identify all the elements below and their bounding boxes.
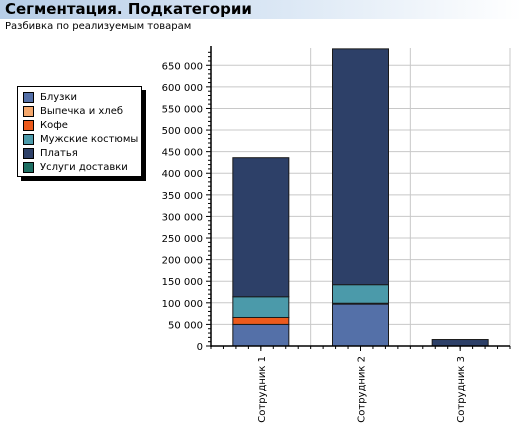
y-tick-label: 400 000 xyxy=(162,169,203,180)
bar-segment xyxy=(332,284,389,304)
x-tick-label: Сотрудник 2 xyxy=(357,356,368,423)
legend-label: Блузки xyxy=(40,92,78,103)
chart-title: Сегментация. Подкатегории xyxy=(5,0,252,18)
legend-item: Выпечка и хлеб xyxy=(23,105,123,118)
legend-item: Мужские костюмы xyxy=(23,133,138,146)
legend-swatch xyxy=(23,162,34,173)
y-tick-label: 200 000 xyxy=(162,256,203,267)
legend-swatch xyxy=(23,134,34,145)
legend-swatch xyxy=(23,120,34,131)
bar-segment xyxy=(332,48,389,286)
legend-item: Платья xyxy=(23,147,78,160)
y-tick-label: 100 000 xyxy=(162,299,203,310)
bar-segment xyxy=(232,316,290,325)
bar-segment xyxy=(431,339,489,347)
legend-label: Услуги доставки xyxy=(40,162,128,173)
y-tick-label: 600 000 xyxy=(162,83,203,94)
legend-label: Выпечка и хлеб xyxy=(40,106,124,117)
legend-label: Кофе xyxy=(40,120,68,131)
x-tick-label: Сотрудник 3 xyxy=(456,356,467,423)
legend-swatch xyxy=(23,148,34,159)
legend-swatch xyxy=(23,106,34,117)
legend-item: Кофе xyxy=(23,119,68,132)
y-tick-label: 550 000 xyxy=(162,104,203,115)
legend-label: Платья xyxy=(40,148,78,159)
y-tick-label: 250 000 xyxy=(162,234,203,245)
y-tick-label: 150 000 xyxy=(162,277,203,288)
y-tick-label: 300 000 xyxy=(162,212,203,223)
bar-segment xyxy=(232,296,290,318)
bar-segment xyxy=(232,323,290,347)
legend-label: Мужские костюмы xyxy=(40,134,139,145)
x-tick-label: Сотрудник 1 xyxy=(257,356,268,423)
y-tick-label: 500 000 xyxy=(162,126,203,137)
y-tick-label: 350 000 xyxy=(162,191,203,202)
chart-subtitle: Разбивка по реализуемым товарам xyxy=(5,21,192,32)
bar-segment xyxy=(232,157,290,298)
y-tick-label: 650 000 xyxy=(162,61,203,72)
y-tick-label: 50 000 xyxy=(168,320,203,331)
title-bar xyxy=(0,0,522,19)
y-tick-label: 450 000 xyxy=(162,148,203,159)
bar-segment xyxy=(332,303,389,347)
legend-item: Блузки xyxy=(23,91,77,104)
legend-item: Услуги доставки xyxy=(23,161,128,174)
legend: Блузки Выпечка и хлеб Кофе Мужские костюмы П… xyxy=(17,86,142,177)
y-tick-label: 0 xyxy=(197,342,203,353)
legend-swatch xyxy=(23,92,34,103)
